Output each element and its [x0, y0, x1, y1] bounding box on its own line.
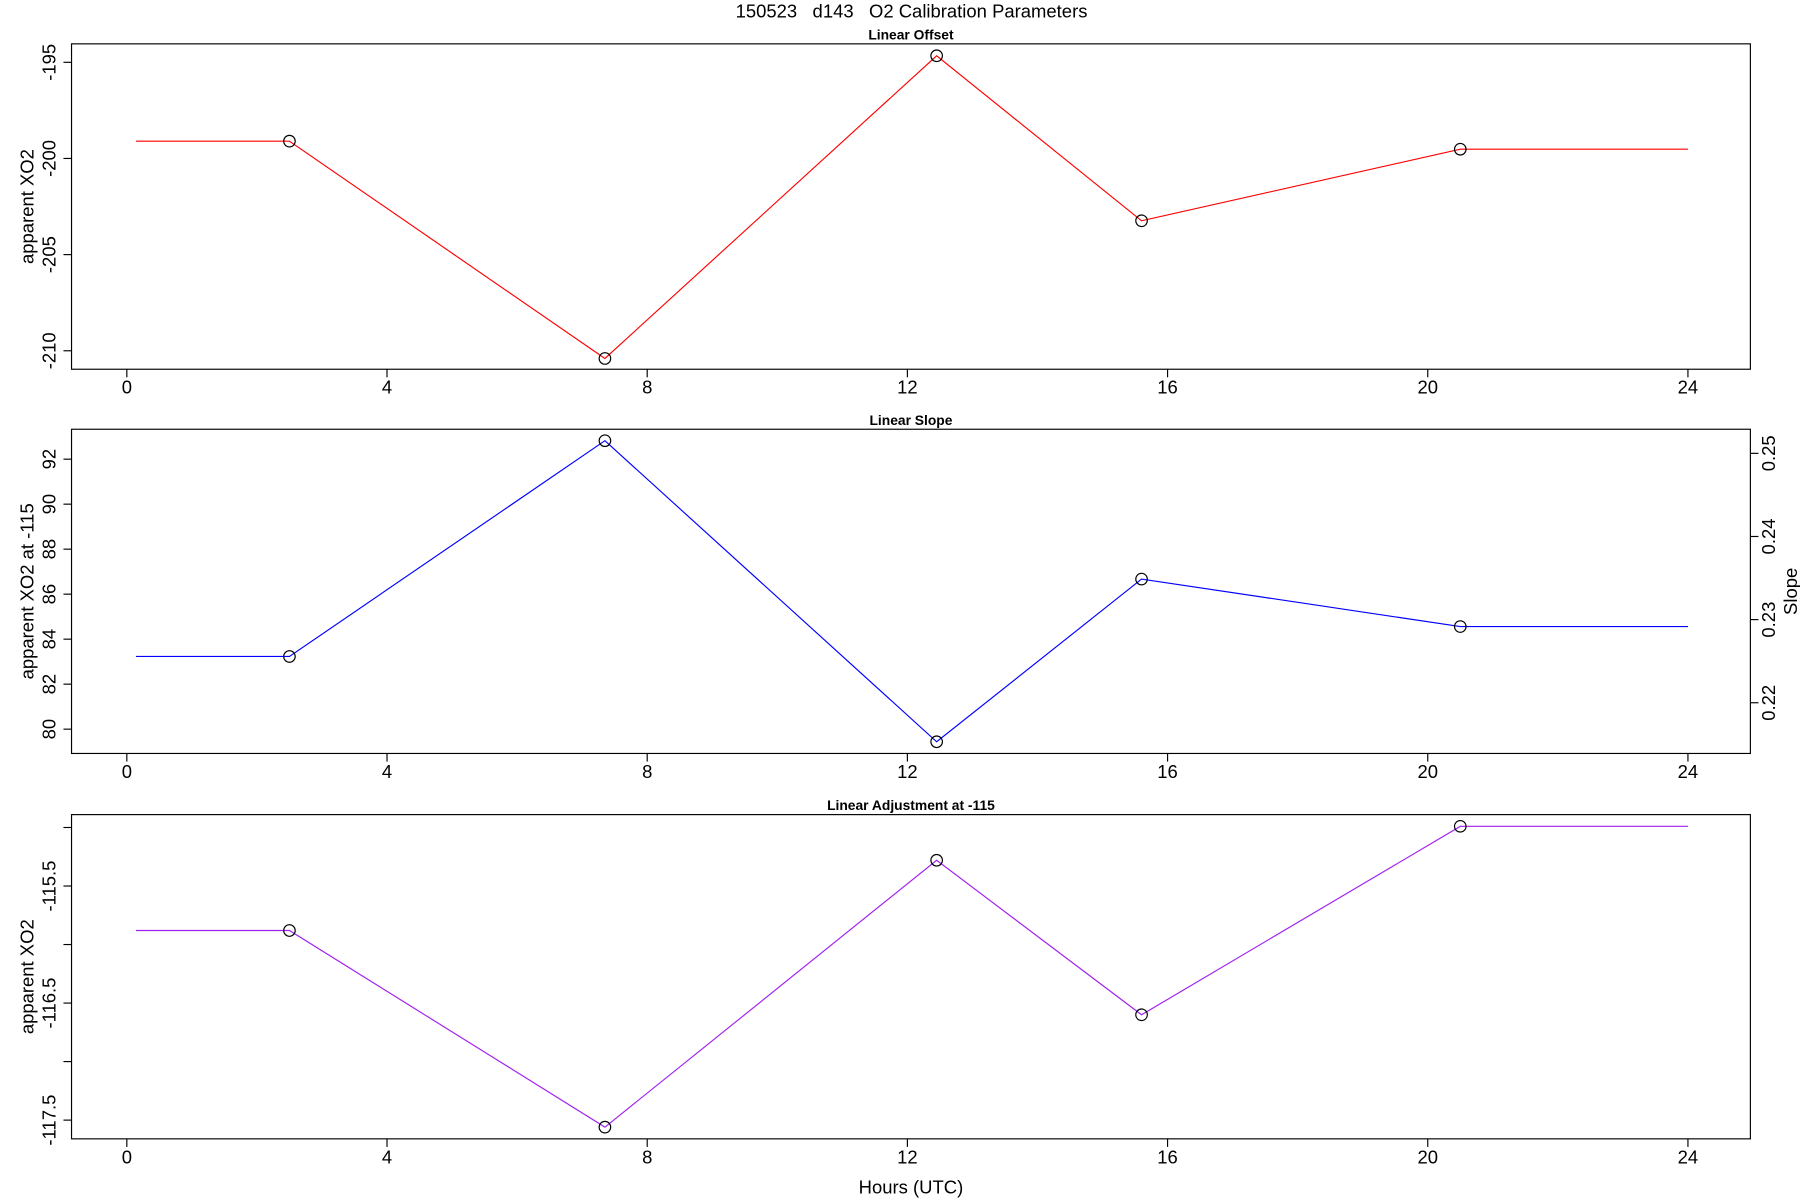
x-tick-label: 20 [1417, 377, 1438, 398]
figure-title: 150523 d143 O2 Calibration Parameters [736, 1, 1088, 22]
x-tick-label: 4 [382, 1146, 392, 1167]
data-point [283, 134, 296, 148]
plot-frame [70, 43, 1751, 370]
data-point [930, 49, 944, 63]
y-tick-label: -116.5 [39, 978, 60, 1029]
data-point [1135, 214, 1148, 228]
x-tick-label: 20 [1417, 1146, 1438, 1167]
y2-tick-label: 0.23 [1758, 602, 1779, 638]
y-tick-label: -210 [39, 332, 60, 369]
x-tick-label: 8 [642, 761, 652, 782]
y-tick-label: -200 [39, 140, 60, 177]
x-tick-label: 8 [642, 377, 652, 398]
y-tick-label: 90 [39, 494, 60, 515]
panel-title: Linear Offset [868, 26, 954, 42]
x-tick-label: 8 [642, 1146, 652, 1167]
x-tick-label: 12 [897, 761, 918, 782]
data-point [598, 1120, 612, 1134]
y-tick-label: 82 [39, 674, 60, 695]
y-axis-title: apparent XO2 [17, 919, 38, 1034]
y-tick-label: -205 [39, 236, 60, 273]
data-point [1135, 1008, 1148, 1022]
x-tick-label: 24 [1678, 377, 1699, 398]
x-tick-label: 20 [1417, 761, 1438, 782]
y-tick-label: 88 [39, 539, 60, 560]
data-point [598, 434, 612, 448]
panel-title: Linear Adjustment at -115 [827, 797, 995, 813]
y-tick-label: -117.5 [39, 1095, 60, 1146]
x-tick-label: 4 [382, 761, 392, 782]
data-point [283, 650, 296, 663]
x-tick-label: 12 [897, 1146, 918, 1167]
data-point [1453, 620, 1467, 633]
data-point [1453, 142, 1467, 156]
data-point [930, 853, 944, 867]
x-tick-label: 0 [122, 1146, 132, 1167]
x-tick-label: 16 [1157, 377, 1178, 398]
y-tick-label: -115.5 [39, 861, 60, 912]
y-tick-label: -195 [39, 44, 60, 81]
x-tick-label: 24 [1678, 761, 1699, 782]
y-tick-label: 84 [39, 629, 60, 650]
x-tick-label: 0 [122, 377, 132, 398]
data-point [930, 735, 944, 749]
y2-tick-label: 0.24 [1758, 519, 1779, 555]
y-tick-label: 80 [39, 719, 60, 740]
x-axis-title: Hours (UTC) [859, 1176, 964, 1197]
series-line [135, 825, 1688, 1128]
panel-title: Linear Slope [869, 412, 952, 428]
x-tick-label: 0 [122, 761, 132, 782]
y-axis-title: apparent XO2 [17, 149, 38, 264]
plot-frame [70, 814, 1751, 1140]
data-point [598, 352, 612, 365]
series-line [135, 439, 1688, 743]
x-tick-label: 16 [1157, 1146, 1178, 1167]
y2-tick-label: 0.22 [1758, 685, 1779, 721]
series-line [135, 55, 1688, 360]
x-tick-label: 12 [897, 377, 918, 398]
y2-tick-label: 0.25 [1758, 435, 1779, 471]
y-axis-title: apparent XO2 at -115 [17, 503, 38, 679]
y2-axis-title: Slope [1780, 568, 1800, 615]
y-tick-label: 86 [39, 584, 60, 605]
x-tick-label: 4 [382, 377, 392, 398]
y-tick-label: 92 [39, 449, 60, 470]
x-tick-label: 24 [1678, 1146, 1699, 1167]
x-tick-label: 16 [1157, 761, 1178, 782]
data-point [1135, 572, 1148, 586]
plot-frame [70, 428, 1751, 755]
data-point [1453, 819, 1467, 833]
data-point [283, 924, 296, 937]
